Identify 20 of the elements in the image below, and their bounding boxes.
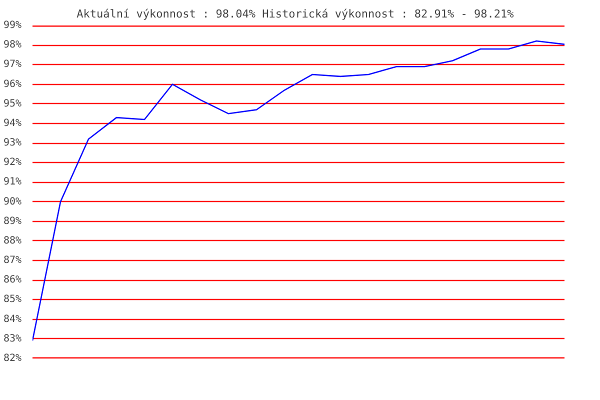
y-tick-label: 89% xyxy=(3,216,22,227)
line-series xyxy=(32,40,564,342)
y-tick-label: 84% xyxy=(3,314,22,325)
y-tick-label: 92% xyxy=(3,157,22,168)
y-tick-label: 88% xyxy=(3,235,22,246)
y-tick-label: 98% xyxy=(3,40,22,51)
chart-title: Aktuální výkonnost : 98.04% Historická výkonnost : 82.91% - 98.21% xyxy=(76,8,514,20)
y-tick-label: 86% xyxy=(3,274,22,286)
y-tick-label: 96% xyxy=(3,78,22,90)
y-tick-label: 82% xyxy=(3,353,22,364)
y-tick-label: 99% xyxy=(3,20,22,31)
y-tick-label: 91% xyxy=(3,176,22,188)
y-tick-label: 94% xyxy=(3,118,22,129)
y-tick-label: 93% xyxy=(3,138,22,149)
y-tick-label: 85% xyxy=(3,294,22,306)
y-tick-label: 97% xyxy=(3,59,22,70)
y-tick-label: 83% xyxy=(3,333,22,344)
y-tick-label: 95% xyxy=(3,98,22,110)
y-tick-label: 87% xyxy=(3,255,22,266)
y-tick-label: 90% xyxy=(3,196,22,208)
